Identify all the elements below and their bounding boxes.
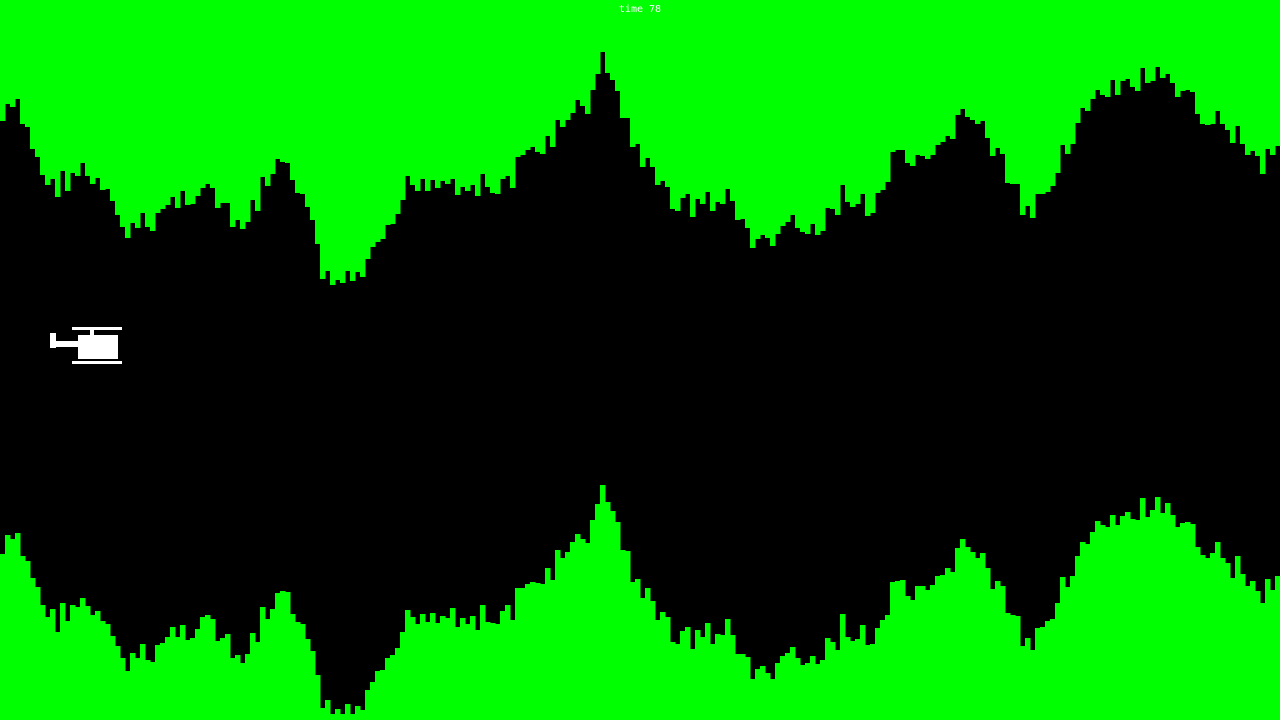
cave-ceiling: [0, 0, 1280, 285]
time-label: time: [618, 4, 643, 15]
helicopter-icon: [50, 327, 122, 364]
cave-floor: [0, 485, 1280, 720]
time-readout: time 78: [0, 4, 1280, 16]
time-value: 78: [649, 4, 662, 15]
